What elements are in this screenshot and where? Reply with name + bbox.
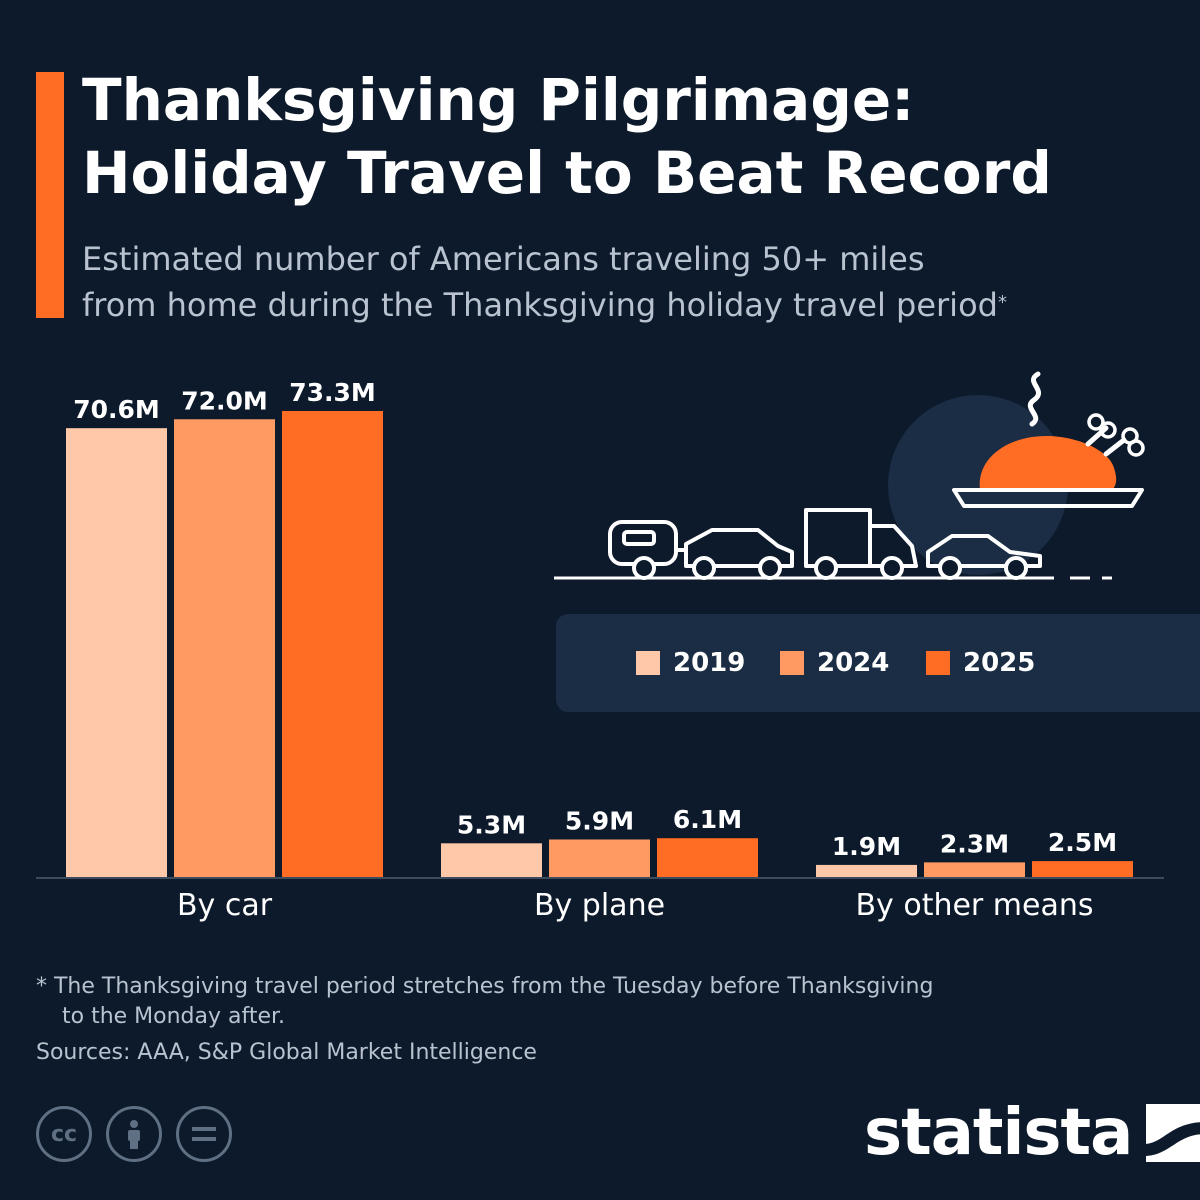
sources: Sources: AAA, S&P Global Market Intellig… [36, 1040, 537, 1065]
statista-logo[interactable]: statista [864, 1096, 1200, 1170]
bar-2024-0 [174, 419, 275, 877]
footnote-line-1: * The Thanksgiving travel period stretch… [36, 974, 934, 999]
roast-turkey-icon [952, 413, 1145, 508]
title-line-2: Holiday Travel to Beat Record [82, 139, 1052, 207]
travel-illustration [554, 371, 1145, 580]
bar-2025-0 [282, 411, 383, 877]
legend-swatch-2024 [780, 651, 804, 675]
bar-2025-1 [657, 838, 758, 877]
category-label-1: By plane [534, 888, 665, 923]
data-label-2024-1: 5.9M [565, 806, 634, 835]
bar-2024-1 [549, 839, 650, 877]
legend-label-2019: 2019 [673, 648, 746, 678]
attribution-icon[interactable] [106, 1106, 162, 1162]
data-label-2019-0: 70.6M [73, 395, 160, 424]
bar-2025-2 [1032, 861, 1133, 877]
bar-2019-2 [816, 864, 917, 877]
bar-2024-2 [924, 862, 1025, 877]
data-label-2025-1: 6.1M [673, 805, 742, 834]
subtitle-line-1: Estimated number of Americans traveling … [82, 240, 925, 278]
category-label-0: By car [177, 888, 273, 923]
legend: 2019 2024 2025 [556, 614, 1200, 712]
vehicles-icon [608, 508, 1042, 580]
data-label-2025-2: 2.5M [1048, 828, 1117, 857]
footnote-line-2: to the Monday after. [62, 1004, 286, 1029]
statista-mark-icon [1146, 1104, 1200, 1162]
category-label-2: By other means [855, 888, 1093, 923]
category-labels: By car By plane By other means [177, 888, 1094, 923]
no-derivatives-icon[interactable] [176, 1106, 232, 1162]
footnote: * The Thanksgiving travel period stretch… [36, 972, 1016, 1032]
bar-chart: 70.6M 72.0M 73.3M5.3M 5.9M 6.1M1.9M 2.3M 2.5M … [36, 378, 1164, 923]
data-label-2024-2: 2.3M [940, 829, 1009, 858]
legend-swatch-2019 [636, 651, 660, 675]
legend-label-2024: 2024 [817, 648, 890, 678]
data-label-2019-2: 1.9M [832, 832, 901, 861]
chart-title: Thanksgiving Pilgrimage: Holiday Travel … [82, 64, 1052, 210]
subtitle-footnote-marker: * [997, 292, 1007, 313]
bar-2019-0 [66, 428, 167, 877]
brand-name: statista [864, 1096, 1133, 1170]
cc-icon[interactable]: cc [36, 1106, 92, 1162]
legend-item-2025: 2025 [926, 648, 1035, 678]
license-icons: cc [36, 1106, 232, 1162]
legend-swatch-2025 [926, 651, 950, 675]
legend-item-2019: 2019 [636, 648, 745, 678]
data-label-2019-1: 5.3M [457, 810, 526, 839]
title-accent-bar [36, 72, 64, 318]
chart-subtitle: Estimated number of Americans traveling … [82, 236, 1007, 328]
legend-label-2025: 2025 [963, 648, 1036, 678]
data-label-2024-0: 72.0M [181, 386, 268, 415]
steam-icon [1027, 371, 1041, 427]
bar-group: 70.6M 72.0M 73.3M 5.3M 5.9M 6.1M 1.9M 2.3M 2.5M [66, 378, 1133, 877]
title-line-1: Thanksgiving Pilgrimage: [82, 66, 915, 134]
subtitle-line-2: from home during the Thanksgiving holida… [82, 286, 998, 324]
legend-item-2024: 2024 [780, 648, 889, 678]
data-label-2025-0: 73.3M [289, 378, 376, 407]
bar-2019-1 [441, 843, 542, 877]
